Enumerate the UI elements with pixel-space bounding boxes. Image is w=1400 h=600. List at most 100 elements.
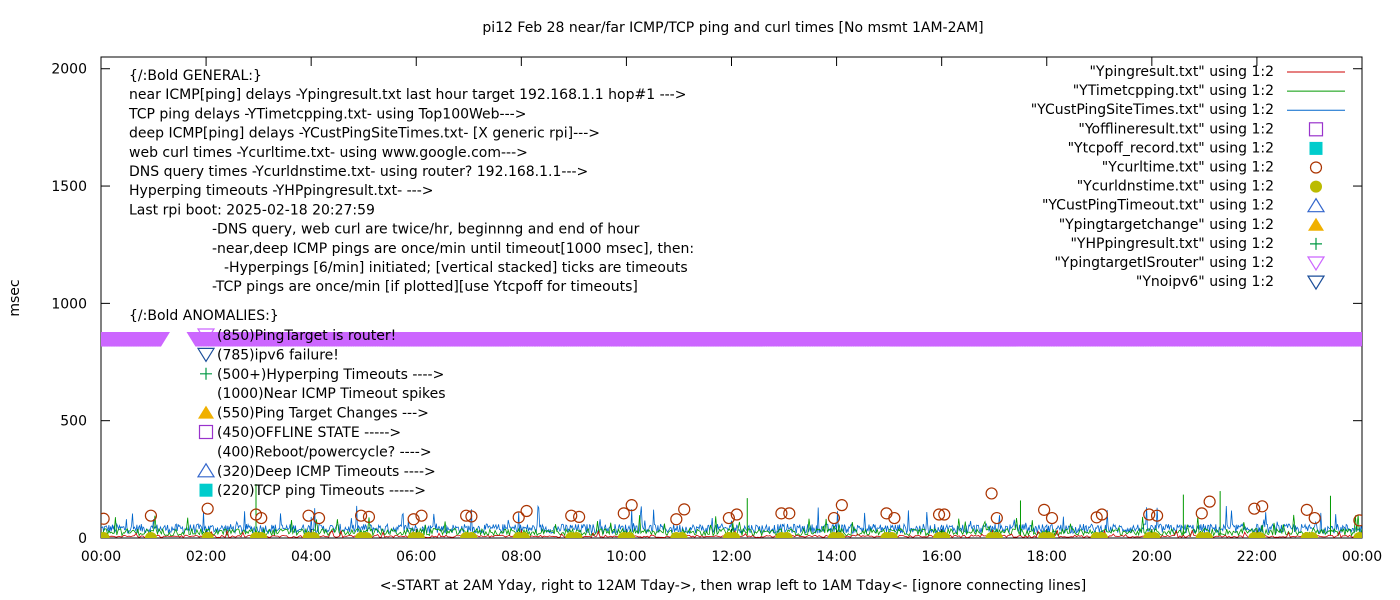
data-point — [1038, 503, 1051, 516]
legend-label: "Ypingtargetchange" using 1:2 — [1059, 217, 1274, 233]
legend-label: "YCustPingSiteTimes.txt" using 1:2 — [1031, 102, 1274, 118]
data-point — [1095, 532, 1108, 538]
data-point — [625, 499, 638, 512]
note-line: DNS query times -Ycurldnstime.txt- using… — [129, 164, 588, 180]
data-point — [512, 511, 525, 524]
data-point — [307, 532, 320, 538]
x-tick-label: 14:00 — [816, 549, 856, 565]
data-point — [1043, 532, 1056, 538]
legend-label: "Ycurltime.txt" using 1:2 — [1102, 160, 1274, 176]
legend-marker — [1308, 217, 1324, 231]
x-tick-label: 16:00 — [921, 549, 961, 565]
legend-marker — [1308, 122, 1324, 137]
data-point — [1201, 532, 1214, 538]
legend-marker — [1309, 161, 1323, 174]
data-point — [144, 532, 157, 538]
data-point — [407, 513, 420, 526]
notes-block: {/:Bold GENERAL:} near ICMP[ping] delays … — [128, 68, 694, 324]
data-point — [675, 532, 688, 538]
data-point — [1045, 511, 1059, 525]
note-line: deep ICMP[ping] delays -YCustPingSiteTim… — [129, 126, 600, 142]
anomaly-label: (320)Deep ICMP Timeouts ----> — [217, 464, 436, 480]
data-point — [1308, 511, 1321, 525]
x-tick-label: 00:00 — [1342, 549, 1382, 565]
series-marker-band — [101, 332, 170, 347]
data-point — [101, 512, 110, 525]
series--ycustpingsitetimes-txt-using-1-2 — [101, 504, 1362, 535]
legend-label: "Ycurldnstime.txt" using 1:2 — [1077, 179, 1274, 195]
data-point — [938, 532, 951, 538]
anomalies-block: (850)PingTarget is router! (785)ipv6 fail… — [196, 328, 446, 499]
data-point — [827, 511, 841, 525]
data-point — [833, 532, 846, 538]
note-line: -TCP pings are once/min [if plotted][use… — [212, 279, 638, 295]
note-line: Last rpi boot: 2025-02-18 20:27:59 — [129, 202, 375, 218]
x-tick-label: 18:00 — [1027, 549, 1067, 565]
x-tick-label: 06:00 — [396, 549, 436, 565]
y-axis-label: msec — [7, 279, 23, 316]
series-curl-time — [101, 487, 1362, 527]
anomaly-marker — [196, 328, 216, 344]
y-tick-label: 1000 — [51, 296, 87, 312]
y-tick-label: 1500 — [51, 179, 87, 195]
data-point — [780, 532, 793, 538]
note-line: {/:Bold ANOMALIES:} — [129, 308, 279, 324]
data-point — [932, 508, 946, 521]
legend-marker — [1306, 275, 1326, 291]
legend-label: "YHPpingresult.txt" using 1:2 — [1070, 236, 1274, 252]
data-point — [670, 513, 683, 526]
x-tick-label: 20:00 — [1132, 549, 1172, 565]
anomaly-label: (400)Reboot/powercycle? ----> — [217, 444, 432, 460]
data-point — [985, 487, 998, 500]
data-point — [573, 510, 586, 523]
series-curl-dns-time — [101, 532, 1362, 538]
data-point — [255, 511, 268, 525]
data-point — [465, 510, 478, 523]
data-point — [412, 532, 425, 538]
data-point — [728, 532, 741, 538]
x-tick-label: 02:00 — [186, 549, 226, 565]
note-line: -near,deep ICMP pings are once/min until… — [212, 241, 694, 257]
data-point — [201, 502, 214, 515]
legend-marker — [1310, 180, 1322, 193]
y-tick-label: 2000 — [51, 62, 87, 78]
note-line: TCP ping delays -YTimetcpping.txt- using… — [128, 106, 526, 122]
data-point — [623, 532, 636, 538]
data-point — [1300, 503, 1313, 516]
data-point — [312, 511, 326, 525]
anomaly-label: (550)Ping Target Changes ---> — [217, 406, 429, 422]
data-point — [1095, 508, 1109, 521]
data-point — [885, 532, 898, 538]
x-axis-label: <-START at 2AM Yday, right to 12AM Tday-… — [380, 578, 1086, 594]
data-point — [678, 503, 691, 516]
data-point — [1143, 508, 1156, 521]
legend-marker — [1310, 237, 1322, 250]
data-point — [101, 532, 110, 538]
data-point — [565, 509, 578, 522]
data-point — [517, 532, 530, 538]
series-line — [101, 504, 1362, 535]
data-point — [144, 509, 158, 522]
x-tick-label: 22:00 — [1237, 549, 1277, 565]
anomaly-label: (220)TCP ping Timeouts -----> — [217, 483, 426, 499]
legend-marker — [1306, 256, 1326, 272]
data-point — [1353, 532, 1362, 538]
y-axis: 0 500 1000 1500 2000 — [51, 62, 1362, 547]
legend: "Ypingresult.txt" using 1:2 "YTimetcpping… — [1031, 64, 1345, 291]
data-point — [730, 508, 743, 521]
series-ping-target-is-router — [101, 332, 1362, 347]
anomaly-marker — [196, 462, 216, 478]
data-point — [1150, 509, 1164, 522]
data-point — [354, 509, 368, 522]
note-line: web curl times -Ycurltime.txt- using www… — [129, 145, 528, 161]
y-tick-label: 0 — [78, 531, 87, 547]
anomaly-label: (785)ipv6 failure! — [217, 347, 339, 363]
note-line: -DNS query, web curl are twice/hr, begin… — [212, 222, 640, 238]
data-point — [460, 509, 473, 522]
data-point — [302, 509, 315, 522]
data-point — [835, 499, 848, 512]
data-point — [1248, 502, 1261, 515]
data-point — [1148, 532, 1161, 538]
anomaly-label: (850)PingTarget is router! — [217, 328, 396, 344]
note-line: near ICMP[ping] delays -Ypingresult.txt … — [129, 87, 686, 103]
